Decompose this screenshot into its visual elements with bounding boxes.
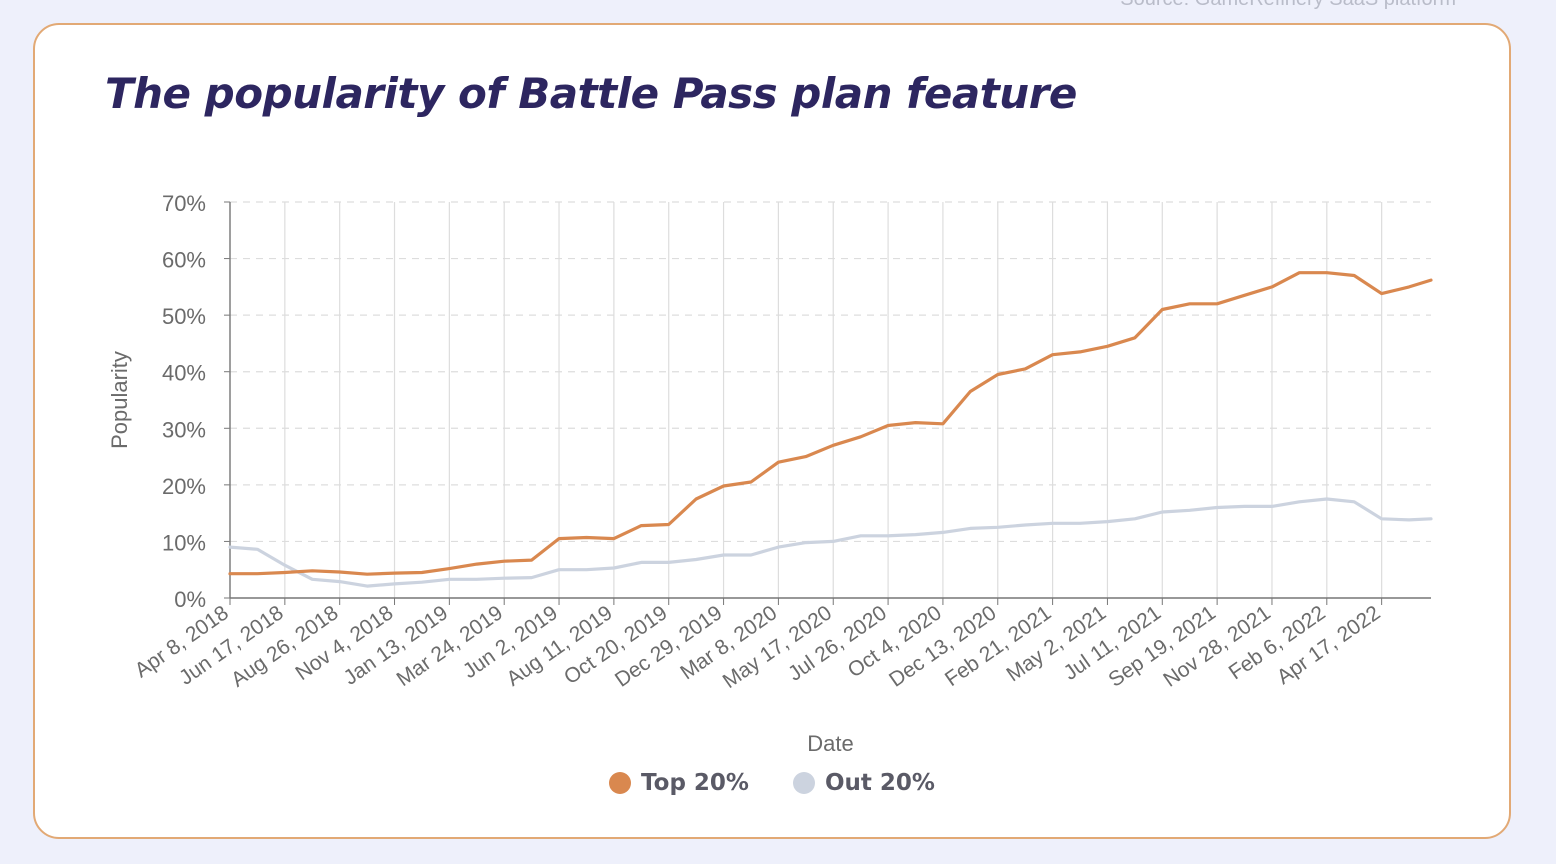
y-axis-title: Popularity — [107, 351, 132, 449]
legend-label-top: Top 20% — [641, 770, 749, 796]
legend-swatch-out — [792, 772, 815, 794]
y-tick-label: 50% — [162, 304, 206, 329]
chart-title: The popularity of Battle Pass plan featu… — [105, 69, 1077, 118]
y-tick-label: 40% — [162, 361, 206, 386]
y-tick-label: 20% — [162, 474, 206, 499]
y-tick-label: 30% — [162, 417, 206, 442]
y-tick-label: 70% — [162, 191, 206, 216]
chart-card: The popularity of Battle Pass plan featu… — [33, 23, 1511, 839]
legend-item-top[interactable]: Top 20% — [609, 770, 749, 796]
y-tick-label: 10% — [162, 530, 206, 555]
series-line-out-20 — [228, 497, 1433, 588]
legend: Top 20% Out 20% — [35, 770, 1509, 796]
legend-swatch-top — [609, 772, 632, 794]
series-line-top-20 — [228, 271, 1433, 576]
legend-item-out[interactable]: Out 20% — [792, 770, 935, 796]
legend-label-out: Out 20% — [824, 770, 935, 796]
y-tick-label: 0% — [174, 587, 206, 612]
source-note: Source: GameRefinery SaaS platform — [1120, 0, 1456, 11]
y-tick-label: 60% — [162, 248, 206, 273]
x-axis-title: Date — [807, 731, 853, 756]
